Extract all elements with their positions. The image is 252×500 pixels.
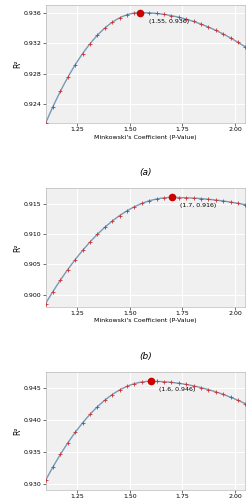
Y-axis label: R²: R² xyxy=(13,60,22,68)
Text: (1.6, 0.946): (1.6, 0.946) xyxy=(159,387,195,392)
Y-axis label: R²: R² xyxy=(13,426,22,435)
X-axis label: Minkowski's Coefficient (P-Value): Minkowski's Coefficient (P-Value) xyxy=(94,318,196,323)
Text: (a): (a) xyxy=(139,168,151,177)
Text: (1.7, 0.916): (1.7, 0.916) xyxy=(179,204,215,208)
Text: (1.55, 0.936): (1.55, 0.936) xyxy=(148,18,188,24)
Text: (b): (b) xyxy=(139,352,151,360)
X-axis label: Minkowski's Coefficient (P-Value): Minkowski's Coefficient (P-Value) xyxy=(94,134,196,140)
Y-axis label: R²: R² xyxy=(13,244,22,252)
